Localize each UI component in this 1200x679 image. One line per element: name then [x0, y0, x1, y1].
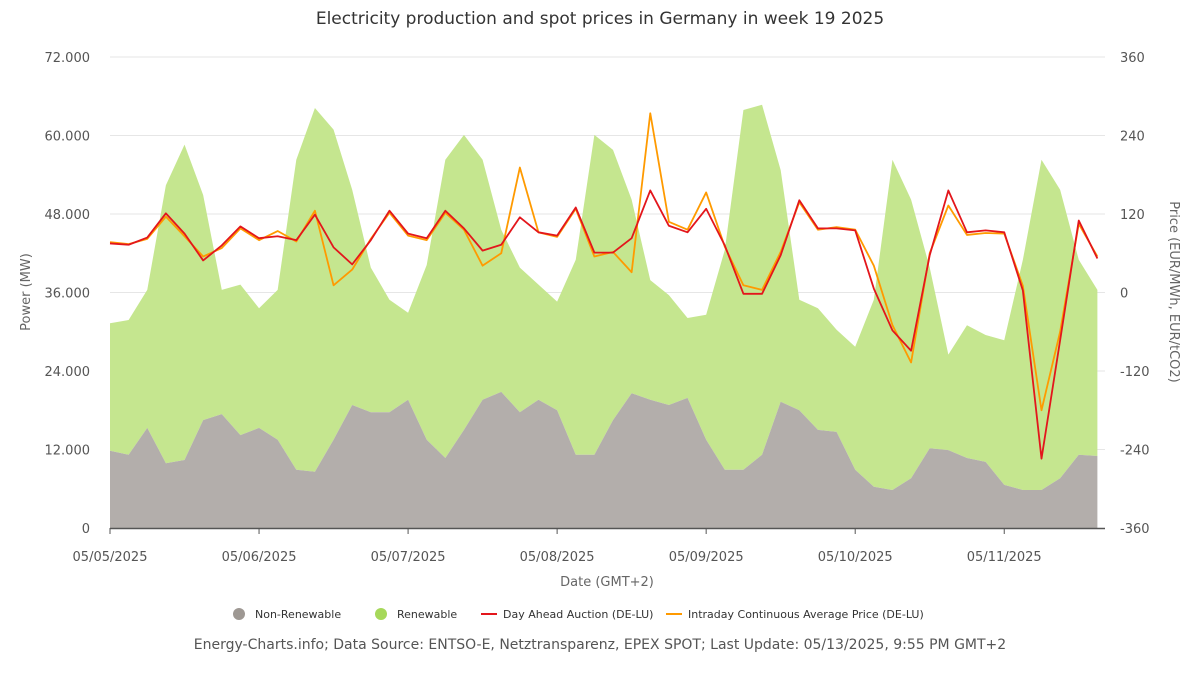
- left-tick-label: 12.000: [45, 444, 91, 459]
- left-axis-ticks: 0 12.000 24.000 36.000 48.000 60.000 72.000: [45, 51, 91, 537]
- legend-label-non-renewable: Non-Renewable: [255, 608, 341, 621]
- right-tick-label: -240: [1120, 444, 1150, 459]
- legend-marker-non-renewable: [233, 608, 245, 620]
- legend-item-intraday[interactable]: Intraday Continuous Average Price (DE-LU…: [666, 608, 924, 621]
- legend-label-day-ahead: Day Ahead Auction (DE-LU): [503, 608, 653, 621]
- legend-marker-renewable: [375, 608, 387, 620]
- non-renewable-area: [110, 391, 1098, 528]
- renewable-area: [110, 104, 1098, 491]
- plot-lines: [109, 112, 1099, 460]
- x-tick-label: 05/09/2025: [669, 550, 744, 565]
- x-tick-label: 05/11/2025: [967, 550, 1042, 565]
- legend-item-non-renewable[interactable]: Non-Renewable: [233, 608, 341, 621]
- legend: Non-Renewable Renewable Day Ahead Auctio…: [233, 608, 924, 621]
- left-tick-label: 72.000: [45, 51, 91, 66]
- right-tick-label: -360: [1120, 522, 1150, 537]
- x-tick-label: 05/08/2025: [520, 550, 595, 565]
- x-axis-ticks: 05/05/2025 05/06/2025 05/07/2025 05/08/2025…: [73, 528, 1042, 565]
- chart-title: Electricity production and spot prices i…: [316, 9, 884, 29]
- x-tick-label: 05/07/2025: [371, 550, 446, 565]
- right-tick-label: 360: [1120, 51, 1145, 66]
- legend-label-intraday: Intraday Continuous Average Price (DE-LU…: [688, 608, 924, 621]
- x-tick-label: 05/10/2025: [818, 550, 893, 565]
- x-tick-label: 05/06/2025: [222, 550, 297, 565]
- left-tick-label: 0: [82, 522, 90, 537]
- legend-item-day-ahead[interactable]: Day Ahead Auction (DE-LU): [481, 608, 653, 621]
- right-axis-ticks: -360 -240 -120 0 120 240 360: [1120, 51, 1150, 537]
- day-ahead-line: [109, 189, 1099, 460]
- plot-areas: [110, 104, 1098, 528]
- right-tick-label: 0: [1120, 287, 1128, 302]
- right-tick-label: 240: [1120, 130, 1145, 145]
- right-tick-label: -120: [1120, 365, 1150, 380]
- x-tick-label: 05/05/2025: [73, 550, 148, 565]
- y-axis-title-left: Power (MW): [19, 253, 34, 331]
- legend-label-renewable: Renewable: [397, 608, 457, 621]
- legend-item-renewable[interactable]: Renewable: [375, 608, 457, 621]
- footer-source: Energy-Charts.info; Data Source: ENTSO-E…: [194, 637, 1006, 653]
- right-tick-label: 120: [1120, 208, 1145, 223]
- left-tick-label: 48.000: [45, 208, 91, 223]
- y-axis-title-right: Price (EUR/MWh, EUR/tCO2): [1166, 201, 1181, 383]
- x-axis-title: Date (GMT+2): [560, 575, 654, 590]
- left-tick-label: 36.000: [45, 287, 91, 302]
- left-tick-label: 24.000: [45, 365, 91, 380]
- left-tick-label: 60.000: [45, 130, 91, 145]
